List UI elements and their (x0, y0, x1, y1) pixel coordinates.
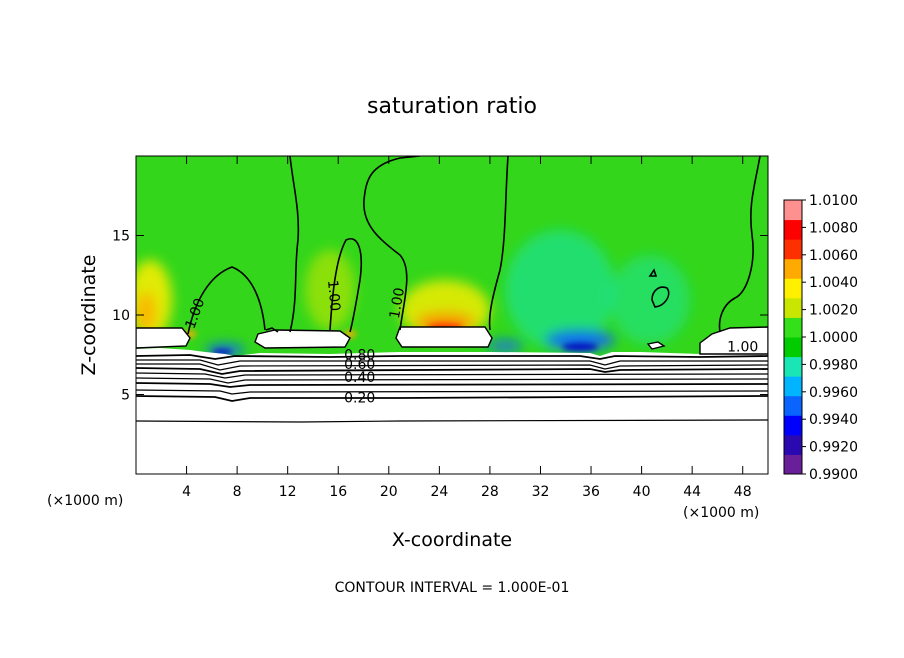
y-tick-label: 15 (112, 229, 130, 245)
x-tick-label: 20 (380, 484, 398, 500)
contour-1.00-d (363, 156, 421, 331)
contour-1.00-b (289, 156, 300, 333)
colorbar-label: 1.0020 (809, 303, 858, 319)
unsaturated-region (136, 348, 768, 474)
colorbar-label: 0.9980 (809, 357, 858, 373)
contour-interval-footer: CONTOUR INTERVAL = 1.000E-01 (335, 580, 570, 596)
colorbar-swatch (784, 297, 802, 318)
contour-label: 0.20 (344, 390, 375, 406)
contour-1.00-a (187, 266, 266, 335)
x-tick-label: 40 (633, 484, 651, 500)
colorbar-label: 1.0060 (809, 248, 858, 264)
x-tick-label: 8 (233, 484, 242, 500)
x-tick-label: 48 (734, 484, 752, 500)
island-3 (395, 326, 493, 348)
moist-patch-mid (305, 250, 355, 330)
island-2 (254, 329, 351, 349)
colorbar-swatch (784, 434, 802, 455)
contour-1.00-f (718, 156, 761, 333)
colorbar-label: 0.9900 (809, 467, 858, 483)
saturated-islands (136, 326, 768, 355)
y-axis-label: Z-coordinate (78, 255, 100, 376)
colorbar-swatch (784, 317, 802, 338)
dry-patch-1 (505, 230, 615, 350)
x-tick-label: 12 (279, 484, 297, 500)
colorbar-swatch (784, 239, 802, 260)
colorbar-label: 0.9940 (809, 412, 858, 428)
x-tick-label: 24 (430, 484, 448, 500)
contour-1.00-e (488, 156, 509, 331)
colorbar-label: 1.0080 (809, 220, 858, 236)
contour-labels: 1.001.00 1.001.000.800.600.400.20 (183, 279, 759, 406)
colorbar-swatch (784, 200, 802, 221)
contour-label: 0.80 (344, 348, 375, 364)
colorbar: 1.0100 1.0080 1.0060 1.0040 1.0020 1.0000 0.99… (783, 193, 858, 483)
colorbar-swatch (784, 278, 802, 299)
colorbar-swatch (784, 454, 802, 475)
dry-patch-5 (487, 340, 523, 352)
x-tick-label: 32 (532, 484, 550, 500)
contour-1.00-c (329, 237, 362, 333)
island-5 (646, 341, 666, 350)
plot-area: 1.001.00 1.001.000.800.600.400.20 (136, 156, 768, 474)
x-axis-label: X-coordinate (392, 529, 512, 551)
contour-label: 1.00 (727, 340, 758, 356)
contour-label: 0.60 (344, 357, 375, 373)
contours (187, 156, 761, 335)
x-tick-label: 44 (683, 484, 701, 500)
colorbar-label: 0.9960 (809, 385, 858, 401)
colorbar-swatch (784, 415, 802, 436)
dry-patch-2 (610, 255, 690, 345)
colorbar-label: 1.0040 (809, 275, 858, 291)
x-unit-left: (×1000 m) (47, 493, 123, 509)
low-contours (136, 354, 768, 423)
field-shading (136, 230, 690, 356)
colorbar-label: 0.9920 (809, 440, 858, 456)
colorbar-label: 1.0000 (809, 330, 858, 346)
colorbar-swatch (784, 376, 802, 397)
colorbar-swatch (784, 258, 802, 279)
y-tick-label: 10 (112, 308, 130, 324)
colorbar-label: 1.0100 (809, 193, 858, 209)
contour-1.00-i (265, 327, 279, 333)
chart-title: saturation ratio (367, 94, 537, 119)
y-axis: 5 10 15 (112, 229, 768, 404)
dry-patch-3 (545, 330, 615, 350)
contour-label: 1.00 (324, 279, 343, 311)
colorbar-swatch (784, 395, 802, 416)
x-tick-label: 4 (182, 484, 191, 500)
x-unit-right: (×1000 m) (683, 505, 759, 521)
x-axis: 4 8 12 16 20 24 28 32 36 40 44 48 (182, 156, 752, 500)
x-tick-label: 28 (481, 484, 499, 500)
contour-1.00-h (648, 268, 658, 277)
y-tick-label: 5 (121, 388, 130, 404)
island-4 (699, 326, 768, 355)
x-tick-label: 16 (329, 484, 347, 500)
x-tick-label: 36 (582, 484, 600, 500)
contour-label: 1.00 (387, 286, 408, 319)
contour-1.00-g (651, 286, 670, 308)
moist-patch-left-core (136, 292, 156, 332)
colorbar-swatch (784, 337, 802, 358)
colorbar-swatch (784, 219, 802, 240)
colorbar-swatch (784, 356, 802, 377)
island-1 (136, 327, 191, 349)
contour-label: 0.40 (344, 370, 375, 386)
